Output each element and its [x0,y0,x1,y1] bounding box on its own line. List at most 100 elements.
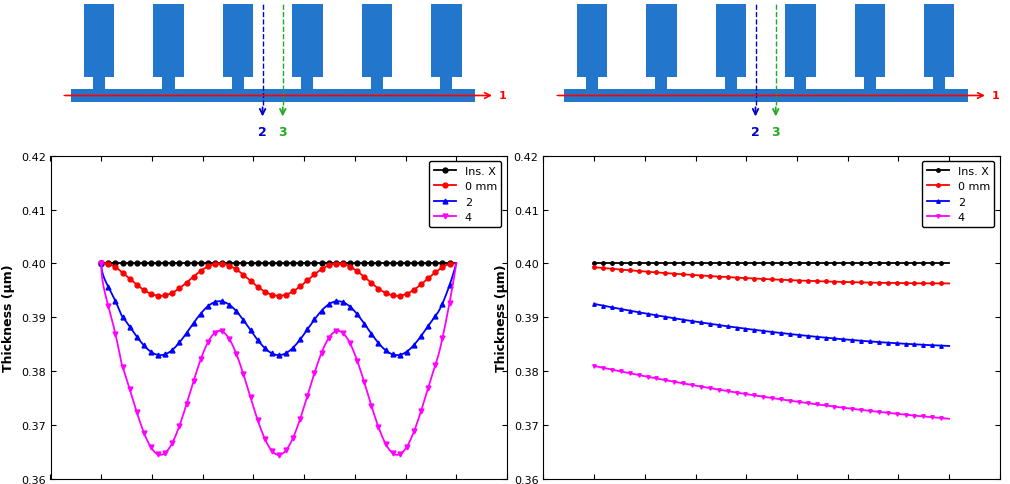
0 mm [302,277,314,283]
Line: 4: 4 [593,364,951,421]
Ins. X [704,260,716,266]
0 mm [588,265,600,271]
0 mm [117,271,129,276]
Line: 4: 4 [99,261,459,457]
Line: 0 mm: 0 mm [593,266,951,286]
Polygon shape [223,1,254,78]
0 mm [311,270,323,276]
2 [846,337,858,343]
Text: 3: 3 [279,126,287,138]
0 mm [95,261,107,267]
4 [302,392,314,397]
Y-axis label: Thickness (μm): Thickness (μm) [495,264,508,371]
Polygon shape [725,78,737,91]
Text: 1: 1 [992,91,1000,101]
Polygon shape [586,78,598,91]
Polygon shape [163,78,175,91]
0 mm [401,291,413,297]
4 [844,406,856,412]
Line: Ins. X: Ins. X [593,262,951,265]
2 [322,302,334,308]
Polygon shape [362,1,392,78]
0 mm [811,279,823,285]
Text: 2: 2 [751,126,760,138]
2 [704,321,716,327]
Polygon shape [785,1,815,78]
0 mm [844,280,856,286]
0 mm [155,293,167,299]
Ins. X [811,260,823,266]
4 [450,261,463,267]
Line: 2: 2 [593,302,951,348]
2 [95,261,107,267]
Ins. X [846,260,858,266]
Polygon shape [655,78,668,91]
Polygon shape [564,90,968,103]
Polygon shape [301,78,313,91]
2 [365,331,377,336]
Ins. X [321,261,333,267]
Ins. X [401,261,413,267]
Ins. X [301,261,313,267]
0 mm [728,275,740,281]
4 [846,406,858,412]
Polygon shape [84,1,114,78]
Ins. X [844,260,856,266]
2 [943,343,955,349]
Line: 0 mm: 0 mm [99,261,459,299]
2 [631,309,643,315]
4 [943,416,955,422]
4 [322,337,334,343]
2 [811,334,823,340]
Polygon shape [854,1,885,78]
Polygon shape [646,1,677,78]
Polygon shape [864,78,876,91]
0 mm [846,280,858,286]
Ins. X [365,261,377,267]
Text: 2: 2 [259,126,267,138]
4 [401,443,413,449]
Ins. X [117,261,129,267]
2 [302,326,314,332]
0 mm [450,261,463,267]
0 mm [704,273,716,279]
0 mm [943,281,955,287]
Text: 3: 3 [772,126,780,138]
Text: 1: 1 [499,91,507,101]
Polygon shape [577,1,607,78]
2 [450,261,463,267]
2 [844,337,856,343]
Line: Ins. X: Ins. X [99,261,459,266]
4 [811,402,823,408]
0 mm [631,269,643,274]
Polygon shape [71,90,475,103]
Legend: Ins. X, 0 mm, 2, 4: Ins. X, 0 mm, 2, 4 [922,162,994,227]
4 [117,365,129,371]
4 [728,390,740,395]
Ins. X [588,260,600,266]
4 [95,261,107,267]
2 [117,315,129,320]
Ins. X [631,260,643,266]
Y-axis label: Thickness (μm): Thickness (μm) [2,264,15,371]
2 [588,302,600,307]
4 [704,385,716,391]
0 mm [322,263,334,269]
Polygon shape [924,1,954,78]
Ins. X [95,261,107,267]
2 [728,325,740,331]
4 [588,363,600,369]
Polygon shape [232,78,244,91]
2 [155,352,167,358]
4 [155,452,167,458]
Polygon shape [794,78,806,91]
2 [311,314,323,319]
Polygon shape [154,1,184,78]
Polygon shape [933,78,945,91]
4 [631,372,643,378]
Polygon shape [93,78,105,91]
Line: 2: 2 [99,261,459,358]
Ins. X [311,261,323,267]
Polygon shape [431,1,462,78]
Polygon shape [440,78,452,91]
